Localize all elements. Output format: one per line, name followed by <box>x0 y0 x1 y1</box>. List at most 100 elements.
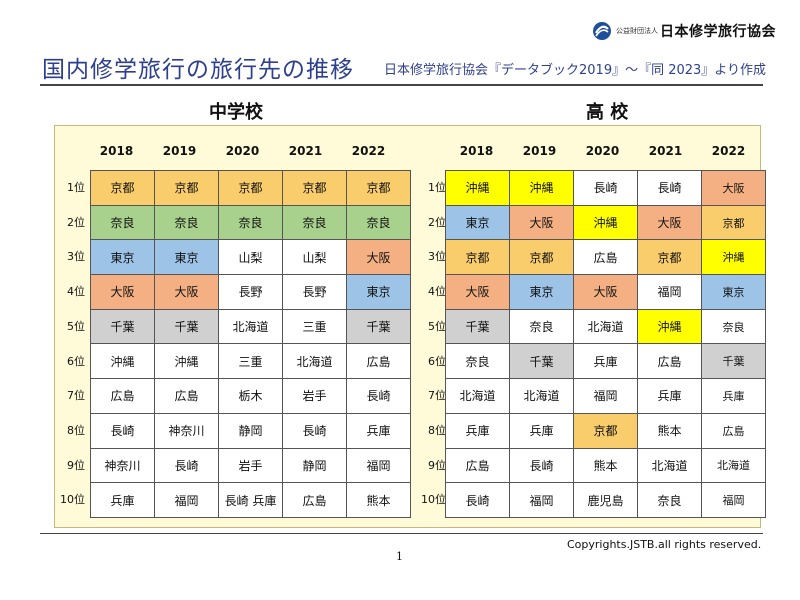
destination-cell: 京都 <box>346 170 411 206</box>
section-title-junior-high: 中学校 <box>209 102 263 123</box>
destination-cell: 千葉 <box>509 343 574 380</box>
year-label: 2019 <box>522 144 557 158</box>
destination-cell: 栃木 <box>218 378 283 414</box>
rank-label: 10位 <box>421 493 446 507</box>
page-title: 国内修学旅行の旅行先の推移 <box>42 57 354 83</box>
table-row: 広島 長崎 熊本 北海道 北海道 <box>445 447 766 484</box>
destination-cell: 大阪 <box>346 239 411 276</box>
rank-label: 7位 <box>67 389 85 403</box>
footer-divider <box>40 533 763 534</box>
rank-label: 10位 <box>60 493 85 507</box>
destination-cell: 神奈川 <box>154 412 219 449</box>
destination-cell: 広島 <box>573 239 638 276</box>
destination-cell: 京都 <box>218 170 283 206</box>
destination-cell: 山梨 <box>218 239 283 276</box>
destination-cell: 京都 <box>445 239 510 276</box>
table-row: 沖縄 沖縄 三重 北海道 広島 <box>90 343 411 380</box>
destination-cell: 広島 <box>154 378 219 414</box>
destination-cell: 沖縄 <box>637 308 702 345</box>
table-row: 長崎 神奈川 静岡 長崎 兵庫 <box>90 412 411 449</box>
destination-cell: 東京 <box>701 274 766 310</box>
table-row: 大阪 東京 大阪 福岡 東京 <box>445 274 766 310</box>
destination-cell: 岩手 <box>282 378 347 414</box>
destination-cell: 東京 <box>90 239 155 276</box>
destination-cell: 東京 <box>154 239 219 276</box>
destination-cell: 北海道 <box>282 343 347 380</box>
destination-cell: 北海道 <box>445 378 510 414</box>
destination-cell: 広島 <box>701 412 766 449</box>
table-row: 神奈川 長崎 岩手 静岡 福岡 <box>90 447 411 484</box>
destination-cell: 沖縄 <box>90 343 155 380</box>
destination-cell: 北海道 <box>218 308 283 345</box>
destination-cell: 静岡 <box>218 412 283 449</box>
destination-cell: 長野 <box>218 274 283 310</box>
destination-cell: 東京 <box>509 274 574 310</box>
table-row: 兵庫 福岡 長崎 兵庫 広島 熊本 <box>90 482 411 518</box>
destination-cell: 奈良 <box>154 204 219 241</box>
destination-cell: 広島 <box>637 343 702 380</box>
rank-label: 3位 <box>67 250 85 264</box>
destination-cell: 兵庫 <box>445 412 510 449</box>
page-number: 1 <box>396 550 403 563</box>
destination-cell: 沖縄 <box>154 343 219 380</box>
destination-cell: 三重 <box>282 308 347 345</box>
destination-cell: 千葉 <box>154 308 219 345</box>
destination-cell: 長崎 <box>154 447 219 484</box>
organization-header: 公益財団法人 日本修学旅行協会 <box>592 20 776 42</box>
destination-cell: 長崎 <box>282 412 347 449</box>
rank-label: 5位 <box>428 319 446 333</box>
destination-cell: 北海道 <box>573 308 638 345</box>
organization-type: 公益財団法人 <box>616 27 658 35</box>
destination-cell: 長崎 <box>509 447 574 484</box>
destination-cell: 千葉 <box>346 308 411 345</box>
destination-cell: 山梨 <box>282 239 347 276</box>
copyright: Copyrights.JSTB.all rights reserved. <box>567 538 762 551</box>
destination-cell: 静岡 <box>282 447 347 484</box>
rank-label: 7位 <box>428 389 446 403</box>
destination-cell: 沖縄 <box>573 204 638 241</box>
destination-cell: 兵庫 <box>90 482 155 518</box>
destination-cell: 京都 <box>282 170 347 206</box>
destination-cell: 兵庫 <box>346 412 411 449</box>
destination-cell: 長崎 <box>346 378 411 414</box>
destination-cell: 奈良 <box>637 482 702 518</box>
destination-cell: 神奈川 <box>90 447 155 484</box>
destination-cell: 奈良 <box>218 204 283 241</box>
table-row: 千葉 千葉 北海道 三重 千葉 <box>90 308 411 345</box>
table-row: 京都 京都 広島 京都 沖縄 <box>445 239 766 276</box>
destination-cell: 福岡 <box>154 482 219 518</box>
rank-label: 5位 <box>67 319 85 333</box>
destination-cell: 千葉 <box>90 308 155 345</box>
rank-label: 3位 <box>428 250 446 264</box>
destination-cell: 福岡 <box>637 274 702 310</box>
rank-label: 8位 <box>428 423 446 437</box>
destination-cell: 三重 <box>218 343 283 380</box>
destination-cell: 熊本 <box>637 412 702 449</box>
destination-cell: 福岡 <box>701 482 766 518</box>
table-row: 沖縄 沖縄 長崎 長崎 大阪 <box>445 170 766 206</box>
rank-label: 9位 <box>67 458 85 472</box>
year-label: 2018 <box>459 144 494 158</box>
destination-cell: 兵庫 <box>509 412 574 449</box>
destination-cell: 長崎 <box>573 170 638 206</box>
year-label: 2022 <box>711 144 746 158</box>
rank-label: 2位 <box>428 215 446 229</box>
destination-cell: 熊本 <box>346 482 411 518</box>
destination-cell: 大阪 <box>701 170 766 206</box>
table-row: 東京 大阪 沖縄 大阪 京都 <box>445 204 766 241</box>
destination-cell: 福岡 <box>573 378 638 414</box>
destination-cell: 兵庫 <box>573 343 638 380</box>
destination-cell: 東京 <box>445 204 510 241</box>
section-title-high-school: 高 校 <box>586 102 629 123</box>
destination-cell: 広島 <box>445 447 510 484</box>
table-row: 奈良 千葉 兵庫 広島 千葉 <box>445 343 766 380</box>
destination-cell: 広島 <box>282 482 347 518</box>
year-header-high-school: 2018 2019 2020 2021 2022 <box>445 144 760 158</box>
destination-cell: 千葉 <box>701 343 766 380</box>
destination-cell: 広島 <box>90 378 155 414</box>
destination-cell: 奈良 <box>282 204 347 241</box>
rank-label: 1位 <box>67 181 85 194</box>
year-label: 2021 <box>288 144 323 158</box>
rank-label: 6位 <box>67 354 85 368</box>
year-label: 2020 <box>585 144 620 158</box>
